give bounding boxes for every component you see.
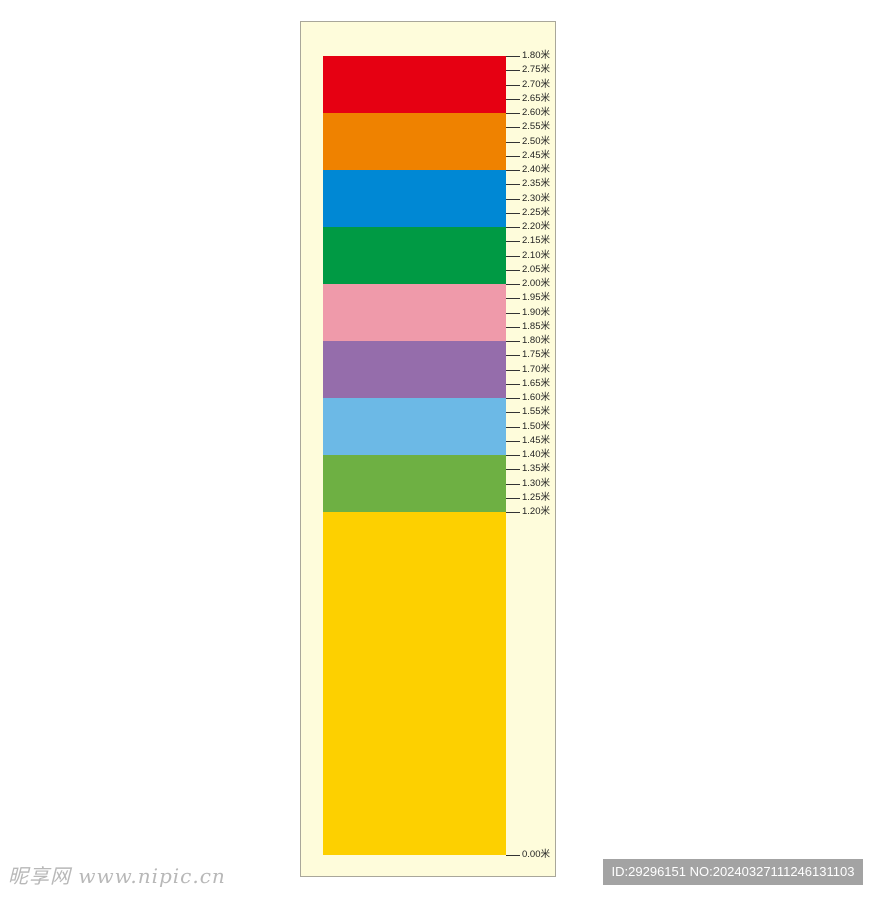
color-band-8 — [323, 512, 506, 855]
tick-label: 1.45米 — [522, 434, 550, 446]
tick-mark — [506, 469, 520, 471]
tick-mark — [506, 212, 520, 214]
tick-label: 2.25米 — [522, 206, 550, 218]
tick-mark — [506, 198, 520, 200]
tick-mark — [506, 398, 520, 399]
tick-label: 0.00米 — [522, 849, 550, 860]
tick-label: 1.35米 — [522, 463, 550, 475]
tick-label: 2.20米 — [522, 221, 550, 232]
tick-mark — [506, 355, 520, 357]
tick-mark — [506, 341, 520, 342]
tick-label: 1.60米 — [522, 392, 550, 403]
color-band-5 — [323, 341, 506, 398]
tick-mark — [506, 512, 520, 513]
tick-mark — [506, 127, 520, 129]
tick-mark — [506, 369, 520, 371]
tick-mark — [506, 141, 520, 143]
tick-mark — [506, 98, 520, 100]
tick-mark — [506, 170, 520, 171]
tick-label: 2.70米 — [522, 78, 550, 90]
tick-mark — [506, 326, 520, 328]
tick-mark — [506, 412, 520, 414]
tick-label: 2.60米 — [522, 107, 550, 118]
tick-mark — [506, 241, 520, 243]
tick-label: 2.45米 — [522, 149, 550, 161]
tick-mark — [506, 497, 520, 499]
tick-label: 2.50米 — [522, 135, 550, 147]
color-band-1 — [323, 113, 506, 170]
tick-label: 1.80米 — [522, 335, 550, 346]
tick-label: 2.05米 — [522, 263, 550, 275]
color-band-6 — [323, 398, 506, 455]
tick-mark — [506, 855, 520, 856]
tick-label: 1.80米 — [522, 50, 550, 61]
tick-mark — [506, 269, 520, 271]
tick-label: 2.55米 — [522, 121, 550, 133]
tick-label: 1.65米 — [522, 377, 550, 389]
tick-label: 1.40米 — [522, 449, 550, 460]
tick-label: 1.50米 — [522, 420, 550, 432]
tick-mark — [506, 440, 520, 442]
tick-label: 1.95米 — [522, 292, 550, 304]
tick-mark — [506, 70, 520, 72]
tick-mark — [506, 84, 520, 86]
tick-label: 1.85米 — [522, 320, 550, 332]
color-band-7 — [323, 455, 506, 512]
tick-label: 1.20米 — [522, 506, 550, 517]
watermark-logo: 昵享网 www.nipic.cn — [8, 864, 226, 888]
color-band-3 — [323, 227, 506, 284]
tick-mark — [506, 255, 520, 257]
tick-mark — [506, 155, 520, 157]
color-band-2 — [323, 170, 506, 227]
tick-mark — [506, 113, 520, 114]
tick-label: 2.10米 — [522, 249, 550, 261]
color-band-0 — [323, 56, 506, 113]
tick-mark — [506, 455, 520, 456]
tick-label: 2.35米 — [522, 178, 550, 190]
tick-label: 1.55米 — [522, 406, 550, 418]
color-band-4 — [323, 284, 506, 341]
tick-label: 2.15米 — [522, 235, 550, 247]
tick-label: 2.30米 — [522, 192, 550, 204]
tick-label: 2.65米 — [522, 92, 550, 104]
tick-mark — [506, 284, 520, 285]
tick-mark — [506, 298, 520, 300]
tick-mark — [506, 184, 520, 186]
tick-mark — [506, 483, 520, 485]
tick-mark — [506, 227, 520, 228]
tick-mark — [506, 312, 520, 314]
tick-label: 1.25米 — [522, 491, 550, 503]
tick-label: 1.75米 — [522, 349, 550, 361]
tick-mark — [506, 426, 520, 428]
tick-mark — [506, 56, 520, 57]
tick-label: 2.40米 — [522, 164, 550, 175]
image-id-badge: ID:29296151 NO:20240327111246131103 — [603, 859, 863, 885]
tick-label: 1.30米 — [522, 477, 550, 489]
tick-label: 1.70米 — [522, 363, 550, 375]
tick-mark — [506, 383, 520, 385]
tick-label: 2.00米 — [522, 278, 550, 289]
tick-label: 1.90米 — [522, 306, 550, 318]
tick-label: 2.75米 — [522, 64, 550, 76]
